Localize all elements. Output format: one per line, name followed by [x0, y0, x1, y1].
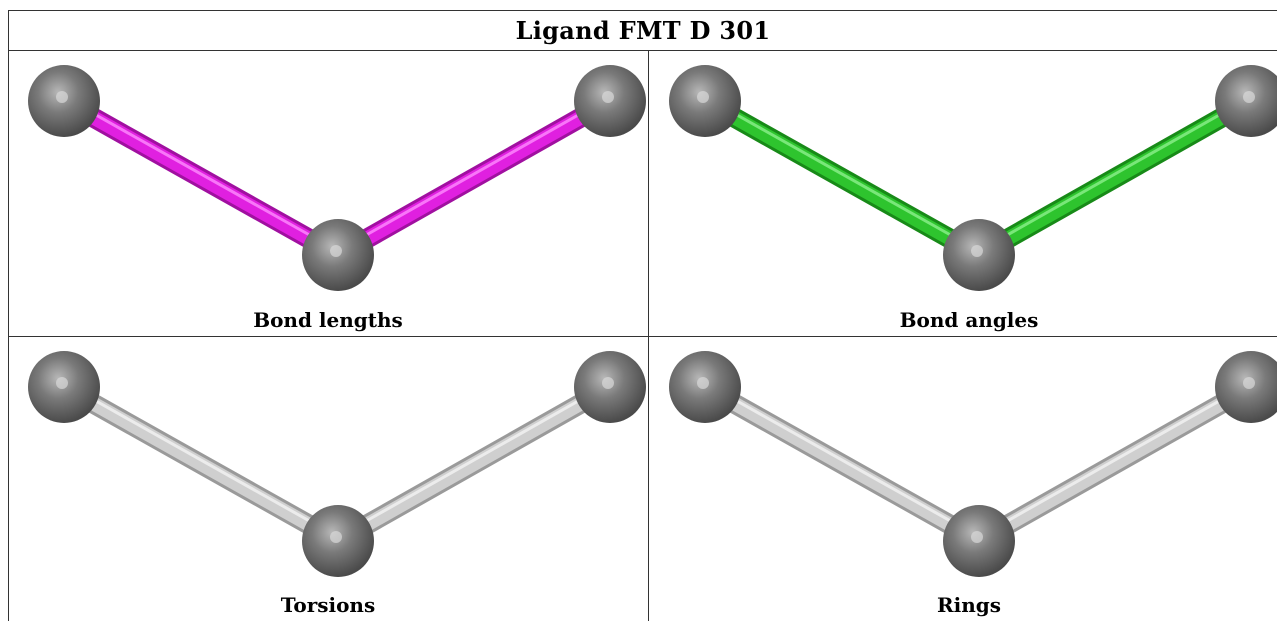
- bond-1: [54, 377, 348, 551]
- bond-2: [328, 91, 620, 265]
- panel-torsions: Torsions: [8, 337, 648, 622]
- molecule-bond-lengths: [28, 65, 646, 291]
- atom-2: [302, 505, 374, 577]
- atom-2: [302, 219, 374, 291]
- atom-3: [1215, 351, 1277, 423]
- atom-1: [669, 65, 741, 137]
- title-divider: [8, 50, 1277, 51]
- caption-rings: Rings: [936, 593, 1001, 617]
- molecule-rings: [669, 351, 1277, 577]
- atom-3: [574, 65, 646, 137]
- molecule-bond-angles: [669, 65, 1277, 291]
- bond-2: [969, 91, 1261, 265]
- left-border: [8, 10, 9, 621]
- atom-3: [1215, 65, 1277, 137]
- bond-2: [328, 377, 620, 551]
- bond-1: [54, 91, 348, 265]
- atom-2: [943, 505, 1015, 577]
- atom-2: [943, 219, 1015, 291]
- ligand-title: Ligand FMT D 301: [515, 16, 771, 45]
- panel-bond-lengths: Bond lengths: [8, 51, 648, 336]
- bond-2: [969, 377, 1261, 551]
- atom-3: [574, 351, 646, 423]
- caption-torsions: Torsions: [280, 593, 376, 617]
- caption-bond-lengths: Bond lengths: [253, 308, 403, 332]
- bond-1: [695, 377, 989, 551]
- center-divider: [648, 50, 649, 621]
- panel-bond-angles: Bond angles: [649, 51, 1277, 336]
- atom-1: [669, 351, 741, 423]
- table-title-row: Ligand FMT D 301: [8, 10, 1277, 50]
- figure-table: Ligand FMT D 301 Bond lengths Bond angle…: [8, 10, 1277, 621]
- atom-1: [28, 65, 100, 137]
- bond-1: [695, 91, 989, 265]
- panel-rings: Rings: [649, 337, 1277, 622]
- molecule-torsions: [28, 351, 646, 577]
- caption-bond-angles: Bond angles: [899, 308, 1039, 332]
- row-divider: [8, 336, 1277, 337]
- atom-1: [28, 351, 100, 423]
